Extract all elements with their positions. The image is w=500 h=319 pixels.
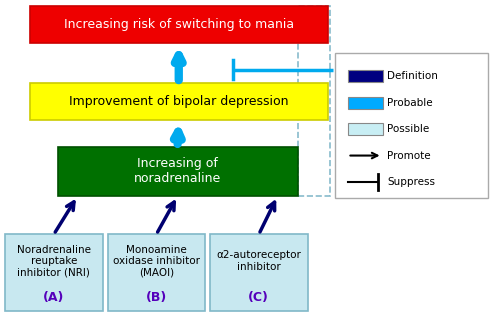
Text: Antimanic agent: Antimanic agent [348,64,440,75]
FancyBboxPatch shape [348,70,382,82]
FancyBboxPatch shape [58,147,298,196]
Text: Improvement of bipolar depression: Improvement of bipolar depression [69,95,288,108]
FancyBboxPatch shape [335,53,488,198]
FancyBboxPatch shape [30,83,328,120]
FancyBboxPatch shape [348,123,382,135]
Text: Monoamine
oxidase inhibitor
(MAOI): Monoamine oxidase inhibitor (MAOI) [113,245,200,278]
FancyBboxPatch shape [5,234,102,311]
Text: α2-autoreceptor
inhibitor: α2-autoreceptor inhibitor [216,250,301,272]
Text: (C): (C) [248,291,269,304]
Text: Increasing risk of switching to mania: Increasing risk of switching to mania [64,18,294,31]
Text: Definition: Definition [388,71,438,81]
FancyBboxPatch shape [30,6,328,43]
FancyBboxPatch shape [210,234,308,311]
FancyBboxPatch shape [108,234,205,311]
Text: (B): (B) [146,291,167,304]
Text: Increasing of
noradrenaline: Increasing of noradrenaline [134,158,221,185]
FancyBboxPatch shape [348,97,382,109]
Text: Possible: Possible [388,124,430,134]
Text: Promote: Promote [388,151,431,160]
Text: Probable: Probable [388,98,433,108]
Text: Suppress: Suppress [388,177,436,187]
Text: Noradrenaline
reuptake
inhibitor (NRI): Noradrenaline reuptake inhibitor (NRI) [17,245,91,278]
Text: (A): (A) [43,291,64,304]
